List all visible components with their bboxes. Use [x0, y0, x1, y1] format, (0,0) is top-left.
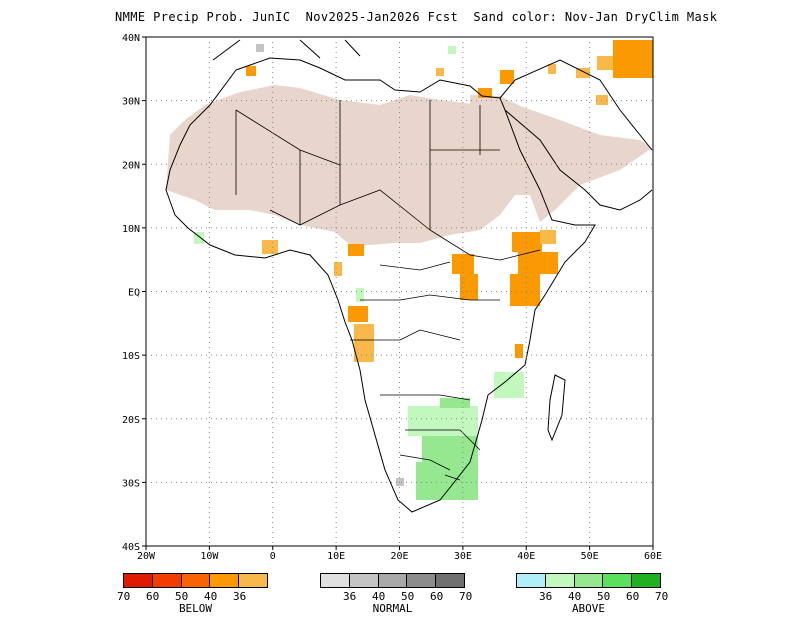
legend-title: NORMAL [372, 602, 413, 615]
lat-tick-label: 10S [122, 351, 140, 362]
legend-title: BELOW [178, 602, 213, 615]
legend-swatch [239, 574, 267, 587]
lat-tick-label: EQ [128, 288, 140, 299]
legend-label: 50 [175, 590, 189, 603]
legend-label: 40 [204, 590, 218, 603]
lat-tick-label: 10N [122, 224, 140, 235]
legend-swatch [349, 574, 379, 587]
lon-tick-label: 20E [390, 551, 408, 562]
lat-tick-label: 40S [122, 542, 140, 553]
lat-tick-label: 30N [122, 97, 140, 108]
legend-swatch [436, 574, 464, 587]
lon-tick-label: 0 [270, 551, 276, 562]
dry-clim-mask [166, 85, 652, 245]
map-title: NMME Precip Prob. JunIC Nov2025-Jan2026 … [115, 10, 718, 24]
legend-label: 60 [146, 590, 160, 603]
legend-swatch [378, 574, 408, 587]
lon-tick-label: 10E [327, 551, 345, 562]
lon-tick-label: 10W [200, 551, 219, 562]
above-normal-cells [194, 46, 524, 500]
country-borders [235, 100, 541, 481]
legend-swatch [321, 574, 350, 587]
legend-swatch [124, 574, 153, 587]
lat-tick-label: 30S [122, 478, 140, 489]
legend-color-bar [320, 573, 465, 588]
legend-color-bar [123, 573, 268, 588]
legend-swatch [407, 574, 437, 587]
legend-label: 60 [626, 590, 640, 603]
lon-tick-label: 20W [137, 551, 156, 562]
legend-swatch [632, 574, 660, 587]
lat-tick-label: 40N [122, 33, 140, 44]
legend-label: 60 [430, 590, 444, 603]
legend-swatch [210, 574, 240, 587]
legend-swatch [603, 574, 633, 587]
legend-label: 40 [372, 590, 386, 603]
legend-label: 70 [655, 590, 669, 603]
legend-label: 70 [459, 590, 473, 603]
legend-swatch [517, 574, 546, 587]
legend-swatch [574, 574, 604, 587]
lat-tick-label: 20N [122, 160, 140, 171]
legend-color-bar [516, 573, 661, 588]
coastlines [165, 39, 653, 513]
legend-title: ABOVE [571, 602, 606, 615]
legend-label: 50 [597, 590, 611, 603]
legend-label: 50 [401, 590, 415, 603]
legend-label: 36 [343, 590, 357, 603]
lon-tick-label: 60E [644, 551, 662, 562]
lon-tick-label: 40E [517, 551, 535, 562]
legend-swatch [545, 574, 575, 587]
legend-label: 40 [568, 590, 582, 603]
legend-swatch [181, 574, 211, 587]
lon-tick-label: 50E [581, 551, 599, 562]
lat-tick-label: 20S [122, 415, 140, 426]
legend-label: 36 [233, 590, 247, 603]
legend-label: 36 [539, 590, 553, 603]
legend-label: 70 [117, 590, 131, 603]
legend-swatch [152, 574, 182, 587]
below-normal-cells [246, 40, 653, 362]
lon-tick-label: 30E [454, 551, 472, 562]
